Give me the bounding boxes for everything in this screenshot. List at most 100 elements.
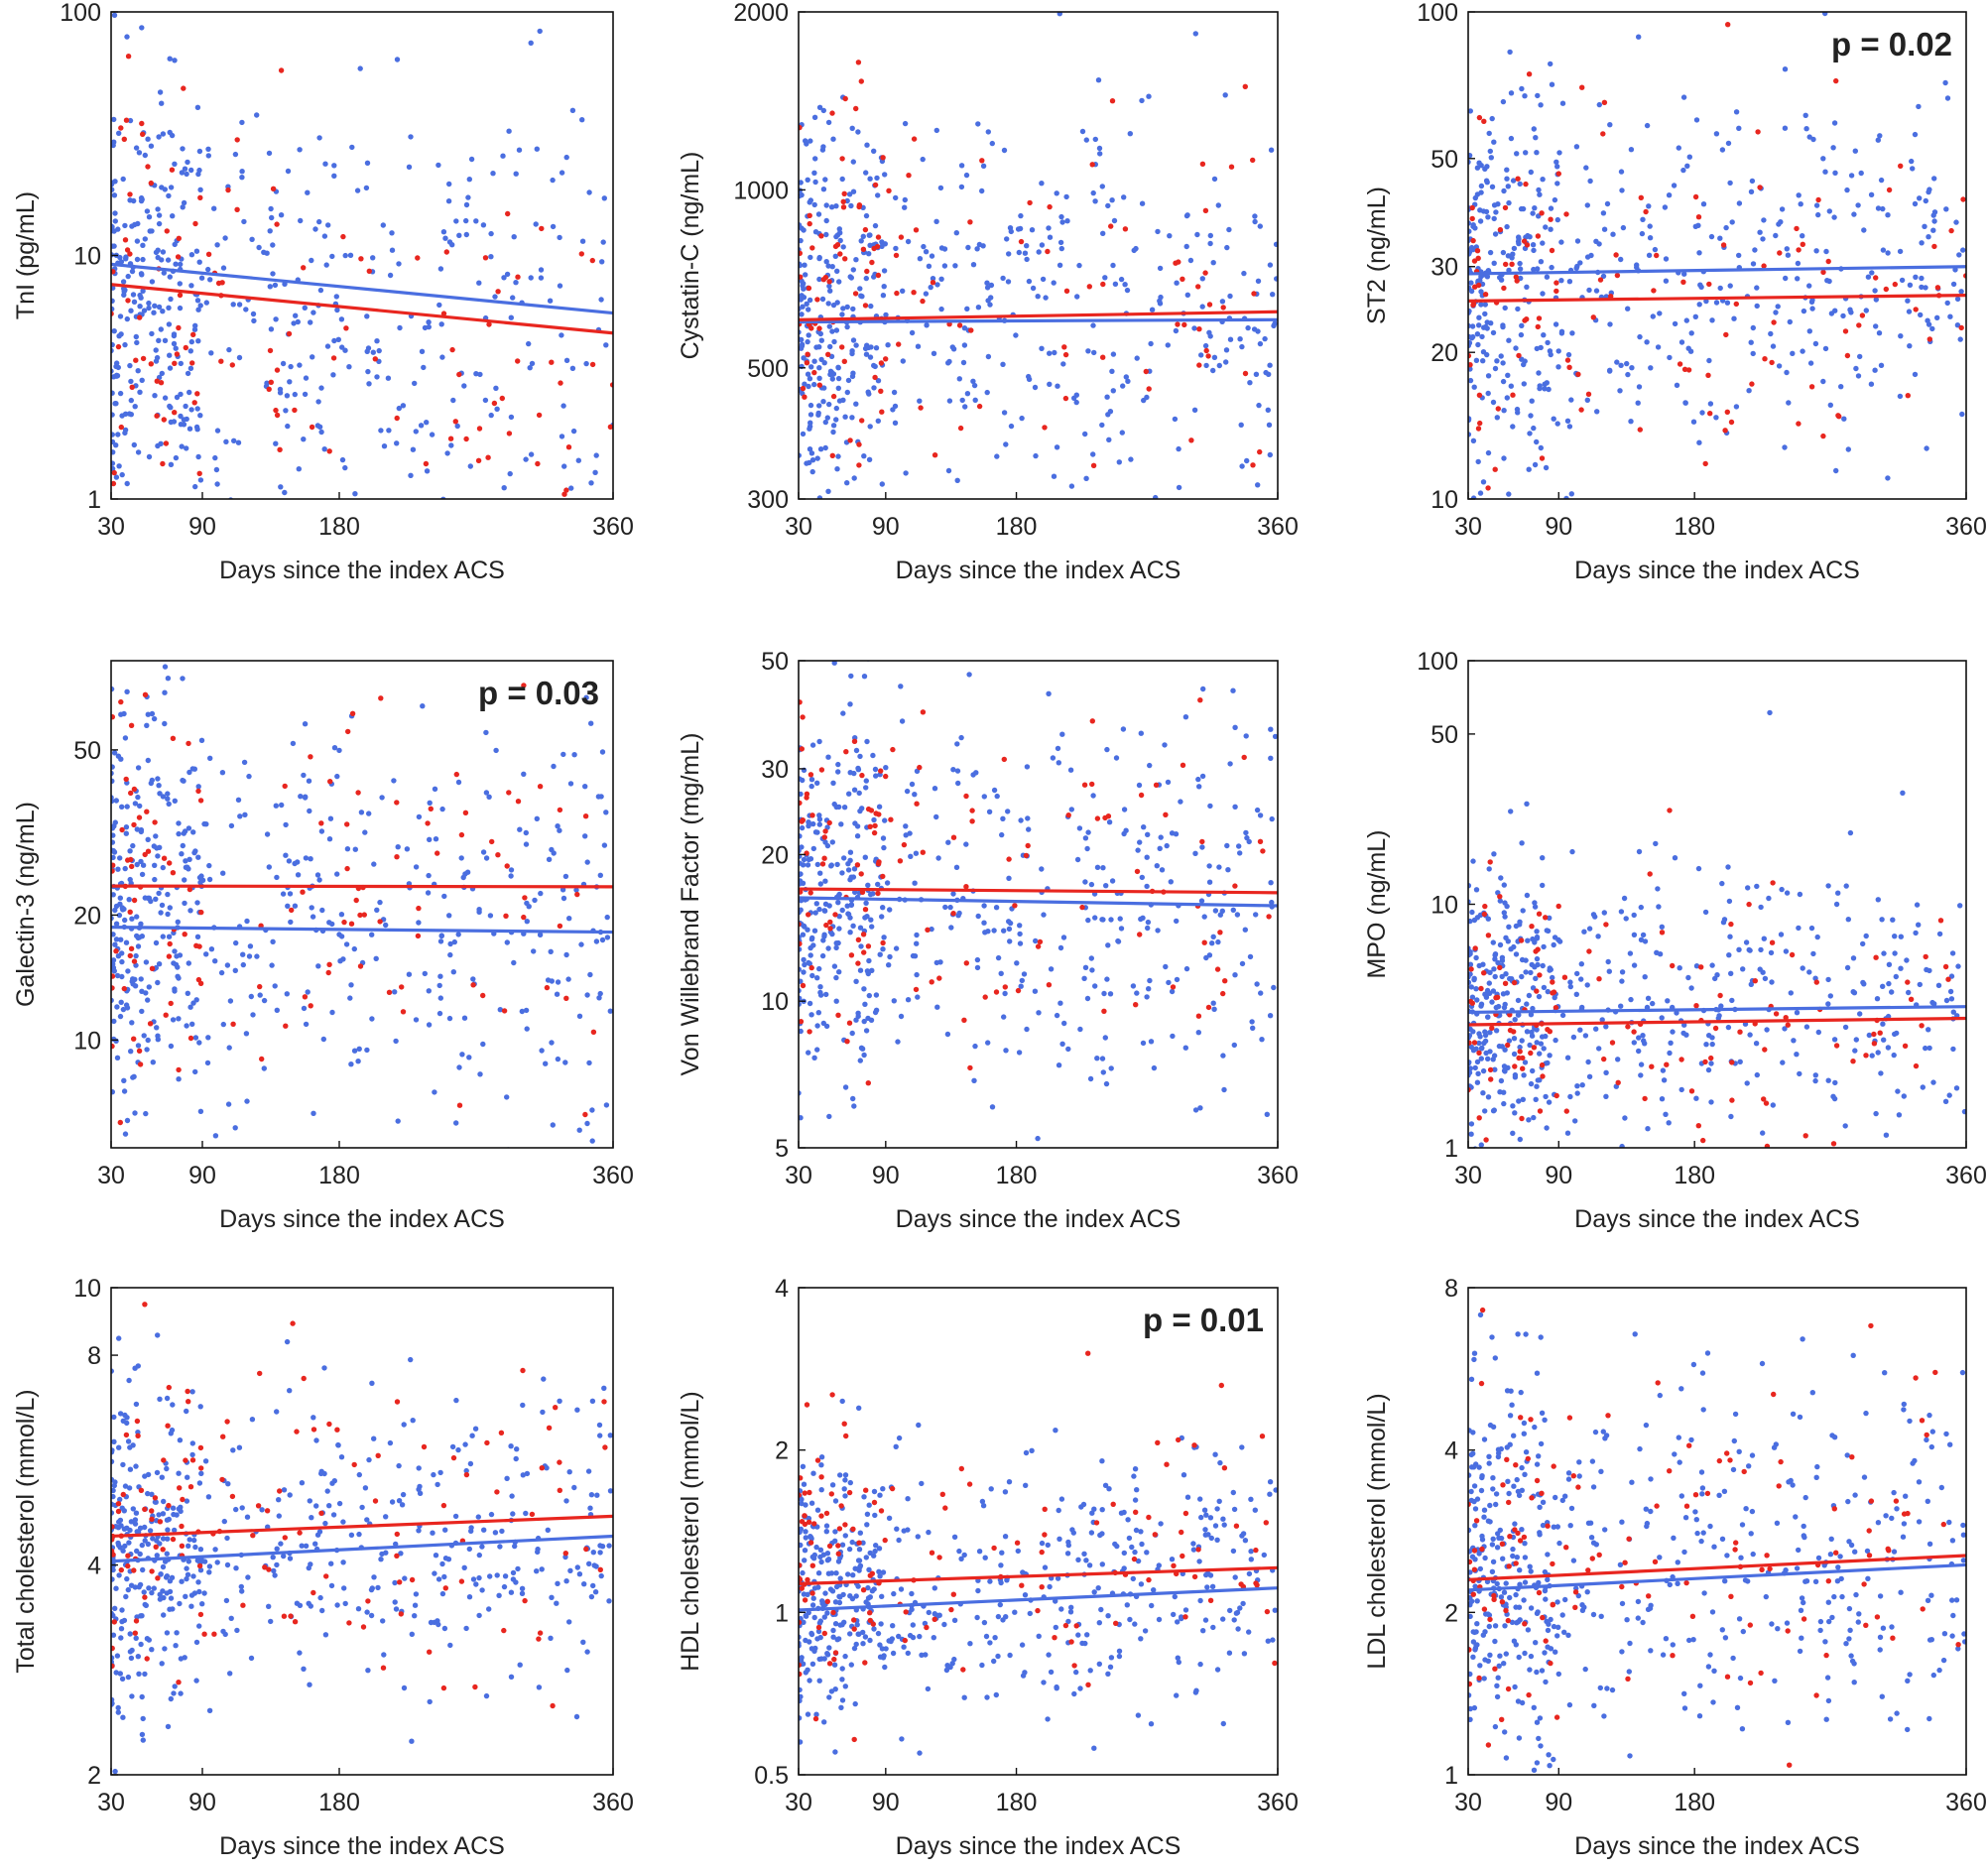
- red-point: [896, 341, 902, 347]
- blue-point: [805, 1711, 811, 1717]
- blue-point: [1905, 298, 1911, 304]
- blue-point: [800, 283, 806, 289]
- blue-point: [212, 958, 218, 964]
- red-point: [282, 783, 288, 790]
- blue-point: [1519, 973, 1525, 980]
- blue-point: [153, 1499, 159, 1505]
- blue-point: [1485, 390, 1491, 397]
- red-point: [1707, 411, 1713, 417]
- blue-point: [162, 720, 168, 727]
- blue-point: [339, 456, 346, 463]
- blue-point: [142, 152, 148, 159]
- blue-point: [815, 412, 821, 418]
- blue-point: [1770, 343, 1777, 349]
- blue-point: [1790, 350, 1796, 356]
- blue-point: [1898, 965, 1904, 971]
- blue-point: [196, 148, 203, 155]
- red-point: [325, 969, 331, 976]
- red-point: [357, 963, 364, 969]
- blue-point: [825, 119, 832, 126]
- blue-point: [815, 1628, 822, 1635]
- blue-point: [1648, 365, 1654, 371]
- blue-point: [1220, 1053, 1226, 1059]
- red-point: [1518, 937, 1525, 943]
- blue-point: [409, 1631, 415, 1638]
- blue-point: [1184, 292, 1191, 298]
- blue-point: [1695, 222, 1701, 228]
- red-point: [311, 1589, 316, 1596]
- red-point: [979, 158, 985, 164]
- blue-point: [1841, 416, 1847, 422]
- red-point: [840, 198, 846, 204]
- blue-point: [1534, 955, 1541, 962]
- blue-point: [186, 1537, 192, 1543]
- red-point: [539, 1465, 545, 1471]
- red-point: [880, 155, 886, 161]
- blue-point: [539, 1048, 545, 1054]
- blue-point: [1495, 959, 1501, 966]
- red-point: [1065, 812, 1071, 818]
- red-point: [1476, 114, 1483, 121]
- blue-point: [801, 956, 807, 963]
- red-point: [117, 1119, 124, 1126]
- blue-point: [1016, 249, 1023, 256]
- blue-point: [167, 365, 174, 371]
- blue-point: [1517, 181, 1523, 187]
- blue-point: [962, 404, 968, 410]
- blue-point: [426, 988, 432, 994]
- blue-point: [268, 326, 275, 332]
- blue-point: [195, 338, 201, 344]
- blue-point: [124, 480, 130, 487]
- blue-point: [941, 246, 948, 252]
- blue-point: [809, 972, 815, 979]
- blue-point: [1502, 305, 1508, 312]
- blue-point: [136, 1671, 142, 1678]
- blue-point: [1534, 345, 1541, 352]
- blue-point: [356, 1471, 362, 1478]
- blue-point: [1881, 1037, 1887, 1043]
- red-point: [1507, 1027, 1514, 1034]
- blue-point: [820, 187, 827, 192]
- red-point: [504, 863, 510, 869]
- red-point: [1724, 409, 1731, 415]
- blue-point: [1923, 285, 1928, 291]
- blue-point: [1058, 245, 1065, 252]
- blue-point: [1614, 359, 1620, 365]
- blue-point: [305, 989, 311, 995]
- red-point: [1196, 326, 1202, 332]
- blue-point: [145, 1471, 152, 1478]
- blue-point: [549, 1594, 555, 1601]
- blue-point: [156, 890, 162, 897]
- red-point: [170, 1536, 177, 1543]
- blue-point: [1500, 98, 1507, 105]
- blue-point: [366, 1456, 372, 1463]
- blue-point: [508, 1674, 515, 1681]
- red-point: [394, 1531, 400, 1538]
- red-point: [183, 1457, 188, 1463]
- blue-point: [970, 262, 977, 268]
- blue-point: [143, 959, 150, 965]
- red-point: [1109, 98, 1116, 104]
- blue-point: [425, 890, 432, 896]
- blue-point: [194, 298, 201, 304]
- red-point: [286, 330, 293, 337]
- x-tick-label: 90: [1545, 1162, 1572, 1189]
- blue-point: [122, 735, 129, 741]
- blue-point: [228, 822, 235, 829]
- blue-point: [331, 173, 337, 179]
- blue-point: [820, 1020, 826, 1027]
- red-point: [1199, 161, 1206, 167]
- blue-point: [1601, 910, 1608, 916]
- blue-point: [1274, 276, 1278, 282]
- blue-point: [239, 1505, 245, 1511]
- blue-point: [467, 463, 473, 469]
- blue-point: [1040, 276, 1047, 283]
- blue-point: [1492, 365, 1499, 372]
- blue-point: [1521, 381, 1528, 387]
- blue-point: [1863, 933, 1869, 939]
- blue-point: [1475, 278, 1481, 284]
- blue-point: [1068, 483, 1075, 489]
- blue-point: [208, 350, 214, 356]
- blue-point: [123, 830, 129, 836]
- blue-point: [829, 376, 835, 382]
